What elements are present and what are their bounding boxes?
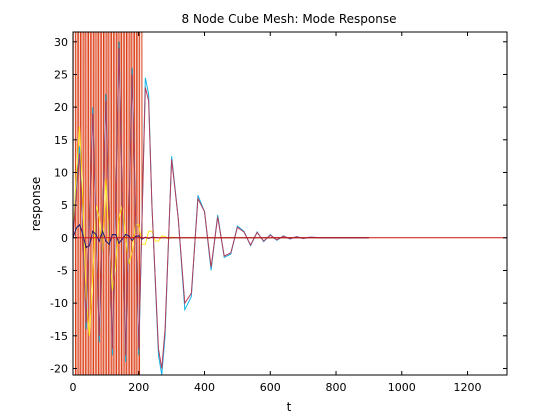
y-tick-label-10: 25 bbox=[54, 68, 68, 81]
chart-title: 8 Node Cube Mesh: Mode Response bbox=[182, 12, 397, 26]
x-tick-label-7: 1200 bbox=[454, 381, 482, 394]
x-tick-label-2: 200 bbox=[128, 381, 149, 394]
y-tick-label-9: 20 bbox=[54, 101, 68, 114]
x-axis-label: t bbox=[287, 400, 292, 414]
y-tick-label-1: -20 bbox=[50, 362, 68, 375]
y-tick-label-4: -5 bbox=[57, 264, 68, 277]
plot-area: 0 200 400 600 800 1000 1200 -20 -15 -10 -5 0 5 10 15 20… bbox=[50, 0, 507, 420]
x-tick-label-6: 1000 bbox=[388, 381, 416, 394]
y-tick-label-2: -15 bbox=[50, 330, 68, 343]
x-tick-label-4: 600 bbox=[260, 381, 281, 394]
y-tick-label-5: 0 bbox=[61, 232, 68, 245]
x-tick-label-5: 800 bbox=[326, 381, 347, 394]
y-axis-label: response bbox=[29, 177, 43, 232]
y-tick-label-8: 15 bbox=[54, 134, 68, 147]
x-tick-label-1: 0 bbox=[70, 381, 77, 394]
y-tick-label-7: 10 bbox=[54, 166, 68, 179]
y-tick-label-11: 30 bbox=[54, 36, 68, 49]
y-tick-label-3: -10 bbox=[50, 297, 68, 310]
y-tick-label-6: 5 bbox=[61, 199, 68, 212]
x-tick-label-3: 400 bbox=[194, 381, 215, 394]
